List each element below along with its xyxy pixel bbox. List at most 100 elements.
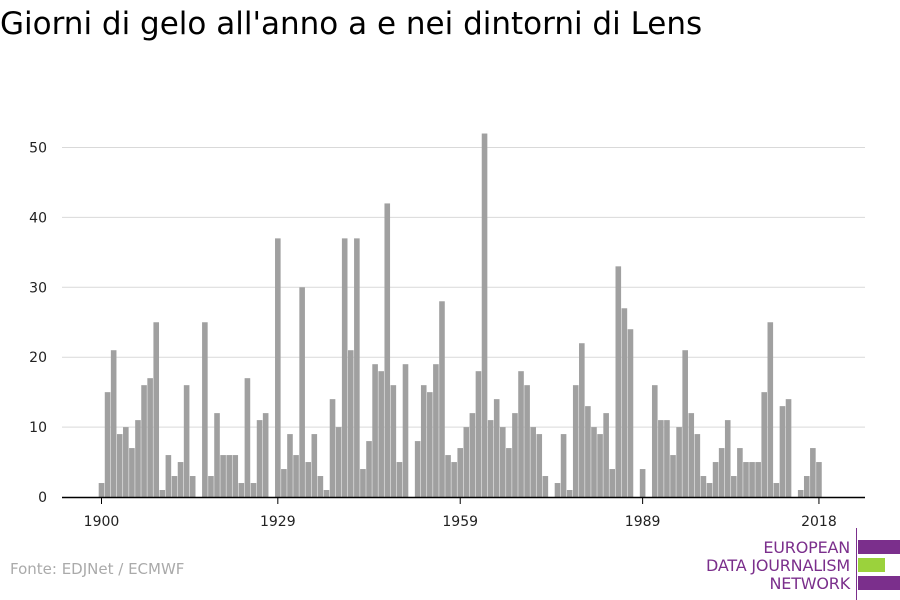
bar-1995 <box>676 427 682 497</box>
bar-1950 <box>402 364 409 497</box>
bar-1929 <box>275 238 281 497</box>
bar-1946 <box>378 371 384 497</box>
bar-1949 <box>396 462 403 497</box>
bars <box>98 133 822 498</box>
bar-1962 <box>475 371 482 497</box>
bar-1953 <box>420 385 427 497</box>
bar-2005 <box>737 448 743 497</box>
logo-text-line: NETWORK <box>769 574 851 593</box>
bar-2013 <box>785 399 792 497</box>
logo-divider <box>856 528 857 600</box>
logo-text-line: EUROPEAN <box>763 538 850 557</box>
bar-2008 <box>755 462 761 497</box>
logo-bar-purple <box>858 540 900 554</box>
bar-1903 <box>116 434 123 497</box>
bar-1985 <box>615 266 622 497</box>
bar-1941 <box>347 350 354 497</box>
bar-1943 <box>360 469 366 497</box>
bar-1978 <box>572 385 579 497</box>
bar-1983 <box>603 413 609 497</box>
bar-1965 <box>493 399 500 497</box>
bar-1931 <box>287 434 293 497</box>
edjnet-logo[interactable]: EUROPEAN DATA JOURNALISM NETWORK <box>700 528 900 600</box>
bar-1914 <box>183 385 190 497</box>
logo-bar-green <box>858 558 885 572</box>
bar-1981 <box>591 427 597 497</box>
bar-1993 <box>664 420 670 497</box>
bar-1972 <box>536 434 543 497</box>
bar-2010 <box>767 322 774 497</box>
bar-1940 <box>341 238 348 497</box>
bar-1910 <box>159 490 166 497</box>
bar-1922 <box>232 455 239 497</box>
bar-1947 <box>384 203 391 498</box>
bar-1906 <box>135 420 141 497</box>
bar-1901 <box>104 392 111 497</box>
bar-1963 <box>481 133 488 497</box>
bar-1935 <box>311 434 318 497</box>
bar-1954 <box>427 392 433 497</box>
bar-1966 <box>499 427 506 497</box>
bar-1911 <box>165 455 172 497</box>
bar-1971 <box>530 427 536 497</box>
y-tick-label: 40 <box>29 210 47 226</box>
bar-1930 <box>281 469 287 497</box>
bar-1955 <box>433 364 439 497</box>
bar-1987 <box>627 329 634 497</box>
bar-1961 <box>469 413 476 497</box>
bar-1975 <box>554 483 561 497</box>
bar-1926 <box>256 420 263 497</box>
bar-2007 <box>749 462 755 497</box>
bar-2011 <box>773 483 780 497</box>
bar-1915 <box>189 476 196 497</box>
x-tick-label: 1959 <box>442 514 478 530</box>
bar-1960 <box>463 427 470 497</box>
bar-1979 <box>579 343 585 497</box>
bar-1992 <box>658 420 664 497</box>
bar-1996 <box>682 350 688 497</box>
bar-1934 <box>305 462 312 497</box>
bar-1939 <box>335 427 342 497</box>
bar-1904 <box>123 427 129 497</box>
bar-1959 <box>457 448 464 497</box>
bar-1917 <box>202 322 208 497</box>
y-tick-label: 10 <box>29 420 47 436</box>
bar-2016 <box>803 476 810 497</box>
bar-2001 <box>712 462 719 497</box>
bar-1908 <box>147 378 153 497</box>
bar-1905 <box>129 448 135 497</box>
bar-1919 <box>214 413 220 497</box>
bar-2000 <box>706 483 713 497</box>
bar-1932 <box>293 455 299 497</box>
y-tick-label: 0 <box>38 490 47 506</box>
bar-1923 <box>238 483 245 497</box>
bar-2018 <box>816 462 822 497</box>
logo-bar-purple <box>858 576 900 590</box>
chart-title: Giorni di gelo all'anno a e nei dintorni… <box>0 6 703 42</box>
bar-1998 <box>694 434 701 497</box>
bar-2004 <box>731 476 737 497</box>
bar-2009 <box>761 392 768 497</box>
x-tick-label: 1989 <box>625 514 661 530</box>
bar-1933 <box>299 287 305 497</box>
bar-1944 <box>366 441 372 497</box>
bar-1918 <box>208 476 214 497</box>
bar-1968 <box>512 413 518 497</box>
bar-1986 <box>621 308 628 497</box>
bar-1997 <box>688 413 695 497</box>
bar-2012 <box>779 406 786 497</box>
x-tick-label: 1900 <box>84 514 120 530</box>
bar-1952 <box>414 441 421 497</box>
bar-1957 <box>445 455 451 497</box>
bar-1970 <box>524 385 530 497</box>
bar-1900 <box>98 483 105 497</box>
bar-2017 <box>810 448 816 497</box>
bar-1989 <box>639 469 646 497</box>
source-note: Fonte: EDJNet / ECMWF <box>10 560 185 578</box>
bar-1982 <box>597 434 603 497</box>
bar-1925 <box>250 483 257 497</box>
bar-1938 <box>329 399 336 497</box>
grid-lines <box>62 147 865 428</box>
bar-1967 <box>506 448 512 497</box>
